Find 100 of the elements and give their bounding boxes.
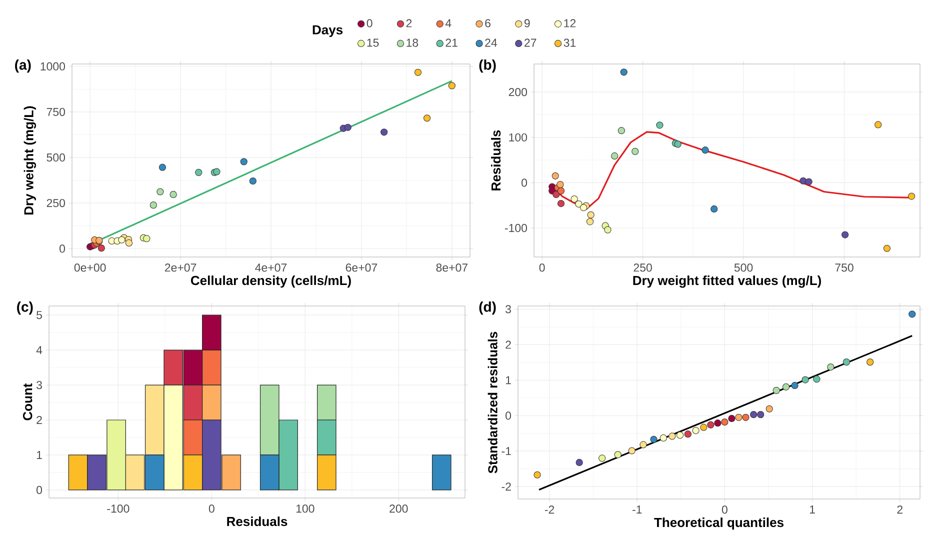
x-tick-label: 750 (835, 264, 854, 272)
y-tick-label: 5 (36, 311, 42, 320)
point (195, 168, 202, 176)
x-tick-label: 2e+07 (164, 264, 196, 272)
point (557, 187, 565, 194)
point (800, 177, 807, 184)
point (423, 114, 431, 122)
point (604, 226, 612, 234)
point (552, 172, 559, 180)
legend-label: 18 (406, 38, 418, 47)
point (118, 236, 126, 244)
point (827, 363, 834, 371)
point (750, 411, 758, 418)
point (557, 200, 565, 208)
point (735, 414, 742, 421)
bar (432, 454, 452, 490)
point (249, 177, 256, 185)
y-tick-label: -100 (504, 224, 528, 232)
point (702, 146, 709, 154)
y-tick-label: 3 (506, 305, 511, 314)
point (692, 426, 700, 434)
x-tick-label: 0 (539, 264, 545, 272)
x-axis-title: Theoretical quantiles (654, 518, 784, 530)
y-tick-label: 0 (36, 486, 42, 494)
point (618, 127, 625, 134)
point (866, 358, 874, 366)
y-axis-title: Standardized residuals (488, 332, 498, 474)
point (586, 218, 594, 226)
y-tick-label: 0 (522, 178, 528, 187)
point (660, 434, 667, 442)
point (842, 358, 850, 366)
point (344, 124, 352, 131)
point (656, 122, 664, 129)
point (908, 310, 916, 318)
point (805, 178, 812, 186)
y-axis-title: Residuals (491, 130, 501, 190)
point (598, 454, 606, 462)
point (620, 68, 628, 76)
point (143, 235, 150, 242)
x-axis-title: Residuals (227, 516, 288, 526)
y-tick-label: 0 (60, 244, 66, 253)
point (614, 451, 622, 458)
point (156, 188, 164, 196)
point (842, 231, 849, 238)
point (742, 414, 750, 421)
legend-label: 12 (564, 19, 576, 28)
point (728, 414, 736, 422)
legend-label: 31 (564, 38, 576, 47)
legend-label: 15 (367, 38, 379, 47)
x-axis-title: Dry weight fitted values (mg/L) (633, 276, 821, 288)
point (874, 121, 882, 128)
point (587, 211, 594, 218)
point (700, 424, 708, 431)
x-tick-label: 2 (897, 506, 902, 514)
y-tick-label: 2 (36, 416, 42, 424)
point (556, 180, 564, 188)
legend-label: 9 (524, 19, 530, 28)
point (791, 382, 798, 390)
y-axis-title: Count (23, 383, 32, 420)
point (766, 405, 773, 412)
y-tick-label: 500 (46, 153, 66, 162)
point (380, 128, 388, 136)
x-tick-label: 8e+07 (436, 264, 468, 272)
y-tick-label: 200 (508, 88, 528, 96)
point (782, 383, 790, 390)
y-tick-label: 2 (506, 340, 511, 349)
legend-label: 6 (485, 19, 490, 28)
x-tick-label: 0 (722, 506, 728, 514)
point (757, 411, 764, 418)
x-tick-label: 0e+00 (74, 264, 106, 272)
x-axis-title: Cellular density (cells/mL) (190, 276, 351, 288)
point (98, 244, 105, 252)
point (707, 421, 714, 428)
x-tick-label: 250 (634, 264, 652, 272)
point (710, 205, 718, 213)
chart-title: (b) (479, 60, 496, 73)
point (575, 200, 582, 208)
x-tick-label: 0 (208, 504, 214, 513)
point (684, 430, 692, 438)
y-tick-label: 1 (506, 376, 511, 384)
point (628, 447, 636, 454)
point (632, 148, 639, 155)
legend-label: 27 (524, 38, 536, 47)
point (676, 432, 684, 439)
y-tick-label: 750 (46, 108, 66, 116)
legend-label: 2 (406, 19, 412, 28)
x-tick-label: 500 (734, 264, 753, 272)
y-tick-label: 250 (46, 198, 66, 208)
point (170, 190, 177, 198)
point (448, 82, 456, 90)
point (908, 192, 916, 200)
point (802, 376, 809, 384)
point (414, 68, 422, 76)
point (813, 376, 820, 383)
point (240, 158, 248, 166)
y-axis-title: Dry weight (mg/L) (24, 106, 36, 215)
legend-label: 24 (485, 38, 498, 47)
x-tick-label: -1 (632, 506, 642, 514)
point (611, 152, 618, 160)
x-tick-label: 4e+07 (255, 264, 287, 272)
